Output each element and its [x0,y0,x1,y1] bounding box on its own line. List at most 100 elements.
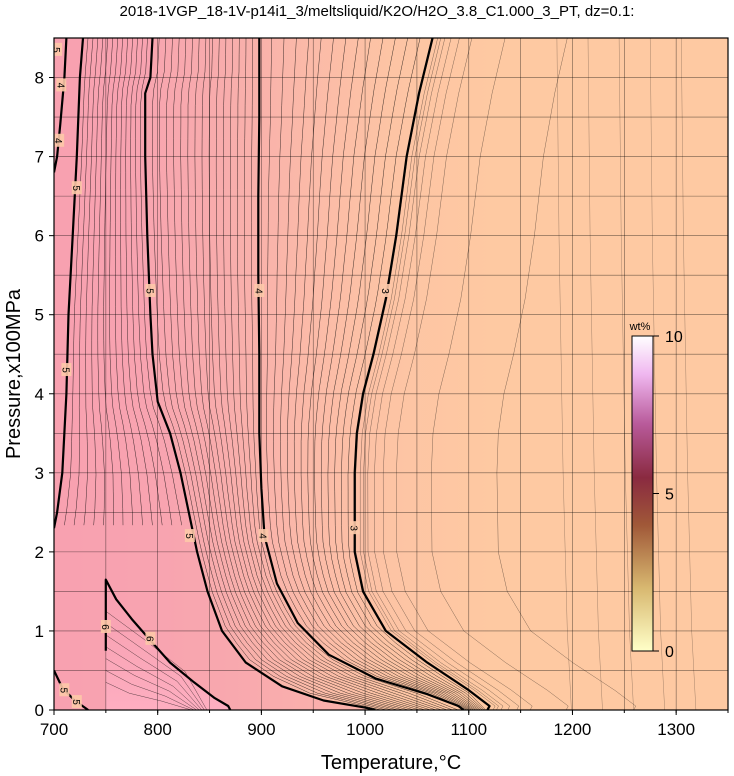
contour-label-bg [254,283,265,297]
minor-contour [105,646,200,710]
contour-label-bg [145,631,156,645]
minor-contour [180,38,404,710]
colorbar-tick-label: 10 [665,329,683,346]
minor-contour [130,38,163,526]
minor-contour [140,38,182,526]
contour-label-bg [258,529,269,543]
minor-contour [251,38,459,710]
minor-contour [280,38,469,710]
minor-contour [105,670,195,710]
minor-contour [187,38,409,710]
minor-contour [293,38,473,710]
contour-label: 5 [50,47,61,53]
x-tick-label: 1000 [346,720,384,739]
minor-contour [347,38,486,710]
contour-label-bg [100,619,111,633]
major-contour-5 [144,38,376,710]
minor-contour [173,38,398,710]
y-axis-title: Pressure,x100MPa [3,288,25,459]
colorbar-unit: wt% [629,321,651,333]
contour-label: 5 [70,185,81,191]
x-tick-label: 1300 [657,720,695,739]
y-tick-label: 4 [35,385,44,404]
y-tick-label: 3 [35,464,44,483]
x-tick-label: 700 [40,720,68,739]
y-tick-label: 8 [35,69,44,88]
contour-label: 4 [256,533,267,539]
minor-contour [300,38,474,710]
contour-label: 5 [183,533,194,539]
x-axis-title: Temperature,°C [321,752,461,774]
contour-label-bg [54,133,65,147]
contour-label: 3 [379,288,390,294]
minor-contour [120,38,143,526]
major-contour-3 [353,38,491,710]
minor-contour [230,38,442,710]
contour-label-bg [54,42,63,56]
minor-contour [266,38,466,710]
major-contour-5 [54,38,85,529]
y-axis: 0 1 2 3 4 5 6 7 8 [35,69,54,720]
x-tick-label: 900 [247,720,275,739]
minor-contour [83,38,99,526]
peak-k2o-region [105,579,231,710]
minor-contour [244,38,453,710]
contour-label: 6 [143,636,154,642]
y-tick-label: 7 [35,148,44,167]
contour-label-bg [145,283,156,297]
y-tick-label: 0 [35,701,44,720]
x-tick-label: 800 [144,720,172,739]
minor-contour [105,658,197,710]
contour-label-bg [56,78,67,92]
contour-label: 5 [59,367,70,373]
minor-contour [320,38,480,710]
minor-contour [166,38,393,710]
minor-contour [103,38,114,526]
minor-contour [287,38,471,710]
contour-label-bg [71,695,82,709]
contour-label-bg [61,363,72,377]
contour-label: 4 [54,83,65,89]
minor-contour [307,38,476,710]
minor-contour [194,38,415,710]
x-axis: 700 800 900 1000 1100 1200 1300 [40,710,729,739]
colorbar: wt% 0 5 10 [629,321,683,661]
minor-contour [105,634,202,710]
minor-contour [334,38,483,710]
contour-label: 4 [252,288,263,294]
minor-contour [109,38,124,526]
minor-contour [215,38,431,710]
high-k2o-region [54,38,376,710]
colorbar-tick-label: 0 [665,644,674,661]
contour-label: 4 [52,138,63,144]
y-tick-label: 6 [35,227,44,246]
minor-contour [73,38,94,526]
minor-contour [97,38,109,526]
contour-label-bg [184,529,195,543]
chart-title: 2018-1VGP_18-1V-p14i1_3/meltsliquid/K2O/… [120,3,635,20]
contour-label-bg [71,181,82,195]
minor-contour [105,622,205,710]
minor-contour [125,38,153,526]
minor-contour [152,38,382,710]
minor-contour [208,38,426,710]
minor-contour [237,38,448,710]
contour-label: 5 [143,288,154,294]
minor-contour [314,38,478,710]
y-tick-label: 2 [35,543,44,562]
contour-label: 6 [99,624,110,630]
x-tick-label: 1100 [450,720,487,739]
colorbar-gradient [631,335,654,652]
contour-label-bg [380,283,391,297]
major-contour-4 [54,38,68,173]
minor-contour [341,38,485,710]
minor-contour [201,38,420,710]
minor-contour [64,38,89,526]
y-tick-label: 1 [35,622,44,641]
plot-frame [53,37,729,711]
colorbar-tick-label: 5 [665,487,674,504]
minor-contour [91,38,104,526]
minor-contour [105,682,192,710]
